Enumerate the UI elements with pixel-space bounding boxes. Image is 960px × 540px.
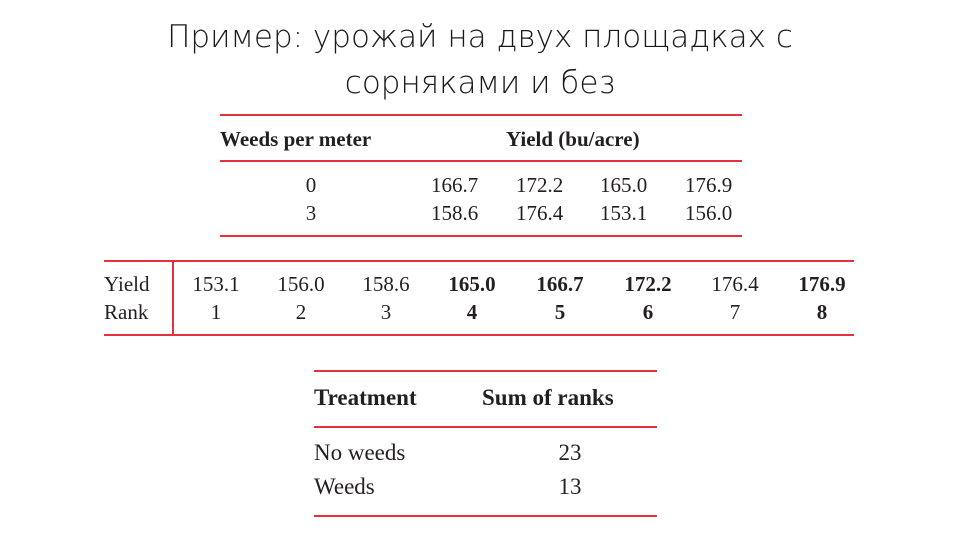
rank-cell: 1	[210, 300, 222, 324]
ranked-yield-cell: 166.7	[536, 272, 584, 296]
weeds-value-row-1: 0	[305, 173, 317, 197]
sum-table-bottom-rule	[314, 515, 657, 517]
header-weeds-per-meter: Weeds per meter	[220, 127, 372, 151]
ranked-yield-cell: 176.4	[711, 272, 759, 296]
rank-cell: 5	[554, 300, 566, 324]
table-header-rule	[220, 160, 742, 162]
rank-cell: 8	[816, 300, 828, 324]
yield-cell: 156.0	[685, 201, 733, 225]
ranked-yield-cell: 156.0	[277, 272, 325, 296]
sum-no-weeds: 23	[558, 440, 582, 465]
header-yield: Yield (bu/acre)	[506, 127, 640, 151]
table-bottom-rule	[220, 235, 742, 237]
treatment-weeds: Weeds	[314, 474, 375, 499]
sum-weeds: 13	[558, 474, 582, 499]
table-top-rule	[220, 114, 742, 116]
yield-cell: 158.6	[431, 201, 479, 225]
slide-title: Пример: урожай на двух площадках с сорня…	[80, 14, 880, 106]
rank-table-divider	[172, 262, 174, 334]
weeds-value-row-2: 3	[305, 201, 317, 225]
rank-table-top-rule	[104, 260, 854, 262]
sum-table-header-rule	[314, 426, 657, 428]
yield-cell: 153.1	[600, 201, 648, 225]
treatment-no-weeds: No weeds	[314, 440, 406, 465]
rank-cell: 3	[380, 300, 392, 324]
header-sum-of-ranks: Sum of ranks	[482, 385, 614, 410]
row-label-rank: Rank	[104, 300, 149, 324]
header-treatment: Treatment	[314, 385, 417, 410]
row-label-yield: Yield	[104, 272, 150, 296]
yield-cell: 176.4	[516, 201, 564, 225]
ranked-yield-cell: 176.9	[798, 272, 846, 296]
rank-cell: 7	[729, 300, 741, 324]
ranked-yield-cell: 158.6	[362, 272, 410, 296]
rank-table-bottom-rule	[104, 334, 854, 336]
yield-cell: 165.0	[600, 173, 648, 197]
sum-table-top-rule	[314, 370, 657, 372]
ranked-yield-cell: 153.1	[192, 272, 240, 296]
ranked-yield-cell: 165.0	[448, 272, 496, 296]
slide-title-line-1: Пример: урожай на двух площадках с	[167, 19, 793, 55]
rank-cell: 4	[466, 300, 478, 324]
yield-cell: 172.2	[516, 173, 564, 197]
ranked-yield-cell: 172.2	[624, 272, 672, 296]
yield-cell: 176.9	[685, 173, 733, 197]
rank-cell: 2	[295, 300, 307, 324]
rank-cell: 6	[642, 300, 654, 324]
yield-cell: 166.7	[431, 173, 479, 197]
slide-title-line-2: сорняками и без	[344, 65, 616, 101]
